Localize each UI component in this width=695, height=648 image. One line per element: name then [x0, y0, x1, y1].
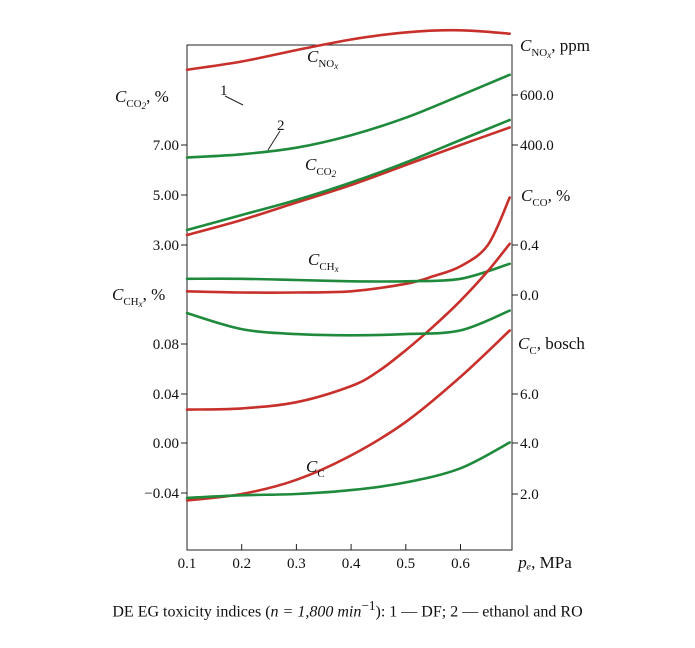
- series-lines: [185, 28, 511, 502]
- curve-label-co2-sub: CO: [316, 166, 331, 178]
- right-axis: CNOx, ppm CCO, % CC, bosch 400.0600.00.0…: [512, 36, 590, 503]
- left-axis-title-chx-sub2: x: [138, 299, 143, 309]
- left-axis-title-co2: CCO2, %: [115, 87, 169, 111]
- x-axis-title: pₑ, MPa: [517, 553, 572, 572]
- x-axis-unit: MPa: [540, 553, 573, 572]
- right-axis-title-nox-main: C: [520, 36, 532, 55]
- left-axis-title-chx: CCHx, %: [112, 285, 165, 309]
- right-tick-label: 400.0: [520, 138, 554, 154]
- right-axis-title-co-main: C: [521, 186, 533, 205]
- chart: 0.1 0.2 0.3 0.4 0.5 0.6 pₑ, MPa CCO2, % CCHx,…: [112, 28, 590, 572]
- left-tick-label: 5.00: [153, 188, 179, 204]
- curve-label-co2-main: C: [305, 155, 317, 174]
- x-tick-label: 0.2: [232, 556, 251, 572]
- curve-label-cc: CC: [306, 457, 325, 480]
- right-axis-title-nox-sub: NO: [531, 47, 547, 59]
- left-ticks: 3.00 5.00 7.00 −0.04 0.00 0.04 0.08: [144, 138, 187, 502]
- curve-label-chx-sub2: x: [334, 264, 339, 274]
- left-tick-label: 7.00: [153, 138, 179, 154]
- right-axis-title-cc-sub: C: [529, 345, 536, 357]
- series-line-cco2-1: [185, 126, 511, 237]
- series-line-cnox-2: [185, 73, 511, 159]
- series-line-cco2-2: [185, 118, 511, 232]
- curve-label-cc-sub: C: [317, 468, 324, 480]
- x-ticks: 0.1 0.2 0.3 0.4 0.5 0.6: [178, 544, 470, 572]
- left-tick-label: 0.08: [153, 337, 179, 353]
- left-axis-title-chx-main: C: [112, 285, 124, 304]
- left-tick-label: −0.04: [144, 486, 179, 502]
- x-tick-label: 0.4: [342, 556, 361, 572]
- left-axis-title-chx-sub: CH: [123, 296, 138, 308]
- right-tick-label: 0.4: [520, 238, 539, 254]
- left-axis-title-co2-sub2: 2: [142, 101, 147, 111]
- x-tick-label: 0.1: [178, 556, 197, 572]
- left-axis: CCO2, % CCHx, % 3.005.007.00−0.040.000.0…: [112, 87, 187, 502]
- curve-label-chx: CCHx: [308, 250, 339, 274]
- right-tick-label: 600.0: [520, 88, 554, 104]
- series-line-cchx-2: [185, 309, 511, 337]
- marker-1-leader: [224, 95, 244, 106]
- curve-label-chx-main: C: [308, 250, 320, 269]
- right-ticks: 400.0 600.0 0.0 0.4 2.0 4.0 6.0: [512, 88, 554, 503]
- x-tick-label: 0.3: [287, 556, 306, 572]
- curve-label-nox-main: C: [307, 47, 319, 66]
- marker-2-leader: [267, 130, 281, 151]
- series-line-cnox-1: [185, 28, 511, 71]
- caption-exponent: −1: [361, 598, 376, 613]
- x-tick-label: 0.6: [451, 556, 470, 572]
- right-tick-label: 2.0: [520, 487, 539, 503]
- left-axis-title-chx-unit: , %: [143, 285, 166, 304]
- series-line-cco-1: [185, 196, 511, 294]
- x-axis-label: pₑ: [517, 553, 531, 572]
- left-tick-label: 0.04: [153, 387, 180, 403]
- right-axis-title-cc-unit: , bosch: [537, 334, 586, 353]
- right-axis-title-nox: CNOx, ppm: [520, 36, 590, 60]
- left-axis-title-co2-unit: , %: [146, 87, 169, 106]
- right-tick-label: 0.0: [520, 288, 539, 304]
- curve-label-co2-sub2: 2: [332, 169, 337, 179]
- curve-label-chx-sub: CH: [319, 261, 334, 273]
- right-axis-title-co-sub: CO: [532, 197, 547, 209]
- series-line-cchx-1: [185, 242, 511, 411]
- caption-suffix: ): 1 — DF; 2 — ethanol and RO: [375, 603, 583, 621]
- series-line-cc-1: [185, 329, 511, 502]
- marker-1-label: 1: [220, 83, 228, 99]
- curve-labels: CNOx CCO2 CCHx CC 1 2: [220, 47, 339, 480]
- curve-label-nox-sub: NO: [318, 58, 334, 70]
- caption-n-value: n = 1,800 min: [270, 603, 362, 621]
- curve-label-cc-main: C: [306, 457, 318, 476]
- curve-label-nox: CNOx: [307, 47, 338, 71]
- left-axis-title-co2-main: C: [115, 87, 127, 106]
- right-axis-title-nox-unit: , ppm: [551, 36, 590, 55]
- series-line-cco-2: [185, 262, 511, 283]
- figure-caption: DE EG toxicity indices (n = 1,800 min−1)…: [0, 598, 695, 621]
- x-axis: 0.1 0.2 0.3 0.4 0.5 0.6 pₑ, MPa: [178, 544, 572, 572]
- left-tick-label: 3.00: [153, 238, 179, 254]
- right-tick-label: 6.0: [520, 387, 539, 403]
- right-axis-title-cc: CC, bosch: [518, 334, 585, 357]
- right-axis-title-co: CCO, %: [521, 186, 570, 209]
- plot-frame: [186, 44, 513, 551]
- right-axis-title-co-unit: , %: [548, 186, 571, 205]
- series-line-cc-2: [185, 441, 511, 500]
- right-tick-label: 4.0: [520, 436, 539, 452]
- right-axis-title-nox-sub2: x: [546, 50, 551, 60]
- caption-prefix: DE EG toxicity indices (: [112, 603, 271, 621]
- left-tick-label: 0.00: [153, 436, 179, 452]
- curve-label-co2: CCO2: [305, 155, 337, 179]
- left-axis-title-co2-sub: CO: [126, 98, 141, 110]
- marker-2-label: 2: [277, 118, 285, 134]
- right-axis-title-cc-main: C: [518, 334, 530, 353]
- x-tick-label: 0.5: [396, 556, 415, 572]
- curve-label-nox-sub2: x: [333, 61, 338, 71]
